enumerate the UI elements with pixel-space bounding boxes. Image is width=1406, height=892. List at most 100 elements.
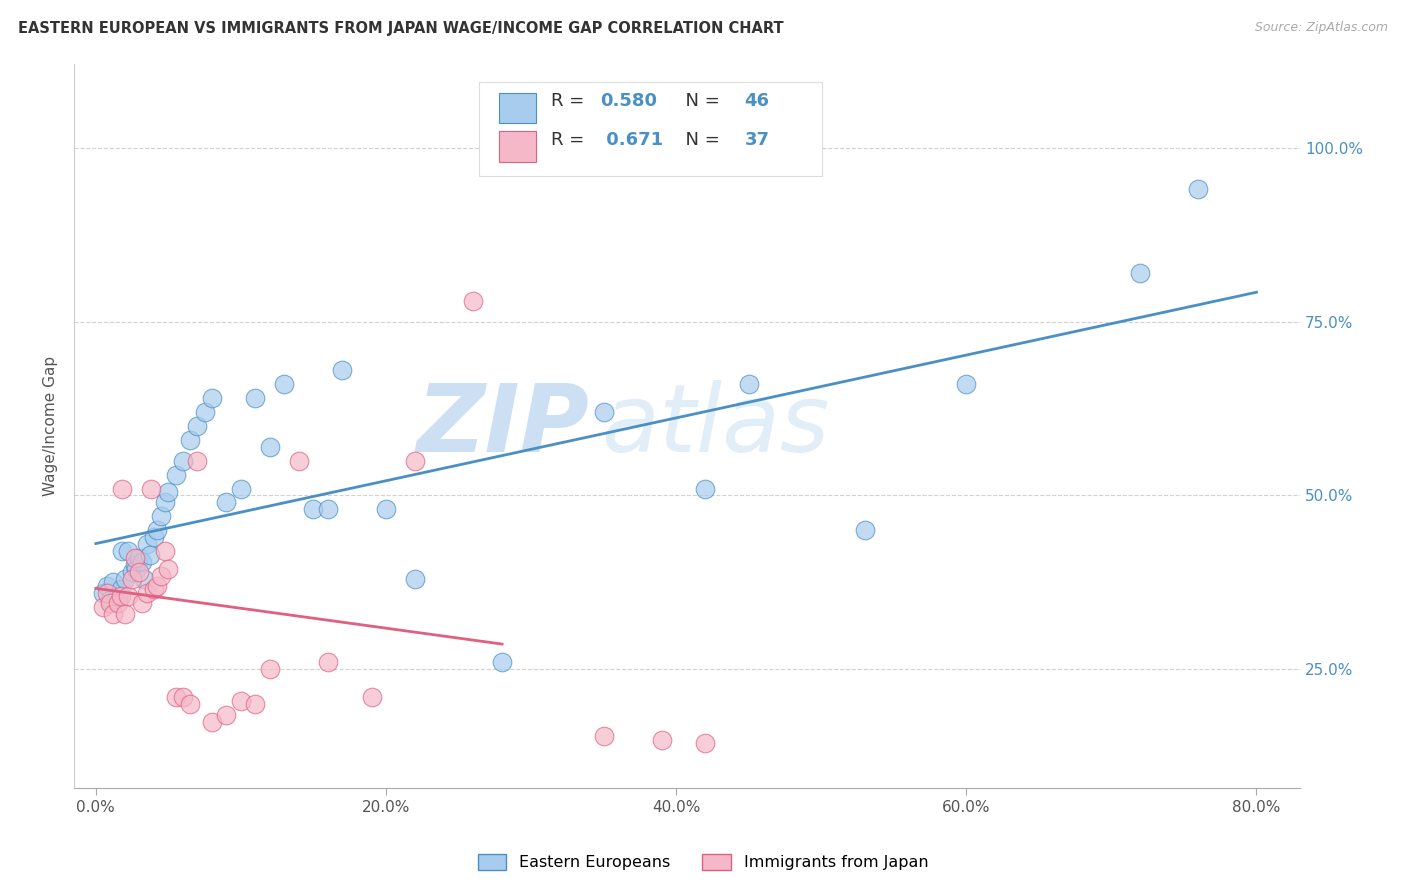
Text: 46: 46 xyxy=(745,92,769,110)
Text: 37: 37 xyxy=(745,130,769,149)
Point xyxy=(128,565,150,579)
Point xyxy=(111,544,134,558)
Point xyxy=(98,593,121,607)
Point xyxy=(157,485,180,500)
Point xyxy=(186,453,208,467)
Point xyxy=(142,582,165,597)
Point xyxy=(98,596,121,610)
Point xyxy=(201,391,224,405)
Text: EASTERN EUROPEAN VS IMMIGRANTS FROM JAPAN WAGE/INCOME GAP CORRELATION CHART: EASTERN EUROPEAN VS IMMIGRANTS FROM JAPA… xyxy=(18,21,785,36)
Text: Source: ZipAtlas.com: Source: ZipAtlas.com xyxy=(1254,21,1388,34)
Point xyxy=(124,551,146,566)
Text: N =: N = xyxy=(673,92,725,110)
Point xyxy=(404,453,426,467)
Bar xyxy=(499,131,536,161)
Point xyxy=(229,694,252,708)
Point xyxy=(165,467,187,482)
Point xyxy=(103,607,125,621)
Point xyxy=(91,599,114,614)
Point xyxy=(107,590,129,604)
Point xyxy=(695,482,717,496)
Point xyxy=(117,544,139,558)
Point xyxy=(651,733,673,747)
Point xyxy=(150,568,173,582)
Point xyxy=(172,690,194,705)
Point xyxy=(491,656,513,670)
Point xyxy=(96,586,118,600)
Point xyxy=(592,405,614,419)
Point xyxy=(695,735,717,749)
Text: ZIP: ZIP xyxy=(416,380,589,472)
Point xyxy=(179,433,201,447)
Point xyxy=(360,690,382,705)
Point xyxy=(245,698,267,712)
Point xyxy=(853,523,876,537)
Point xyxy=(114,572,136,586)
Point xyxy=(288,453,311,467)
Point xyxy=(146,579,169,593)
Point xyxy=(125,561,148,575)
Point xyxy=(139,482,162,496)
Point xyxy=(201,714,224,729)
Point xyxy=(194,405,217,419)
Bar xyxy=(499,93,536,123)
FancyBboxPatch shape xyxy=(478,82,823,177)
Point xyxy=(375,502,398,516)
Point xyxy=(150,509,173,524)
Point xyxy=(135,586,157,600)
Point xyxy=(110,582,132,597)
Point xyxy=(131,555,153,569)
Point xyxy=(316,502,339,516)
Point xyxy=(107,596,129,610)
Point xyxy=(155,544,177,558)
Point xyxy=(259,663,281,677)
Point xyxy=(186,418,208,433)
Point xyxy=(332,363,354,377)
Point xyxy=(592,729,614,743)
Point xyxy=(229,482,252,496)
Point xyxy=(138,548,160,562)
Point xyxy=(132,572,155,586)
Point xyxy=(114,607,136,621)
Text: R =: R = xyxy=(551,92,591,110)
Text: 0.580: 0.580 xyxy=(600,92,657,110)
Point xyxy=(1187,182,1209,196)
Point xyxy=(96,579,118,593)
Text: N =: N = xyxy=(673,130,725,149)
Point xyxy=(128,551,150,566)
Point xyxy=(111,482,134,496)
Point xyxy=(172,453,194,467)
Point xyxy=(91,586,114,600)
Point xyxy=(124,558,146,572)
Text: atlas: atlas xyxy=(602,380,830,471)
Point xyxy=(461,293,484,308)
Point xyxy=(1129,266,1152,280)
Point xyxy=(273,377,295,392)
Point xyxy=(404,572,426,586)
Point xyxy=(259,440,281,454)
Point xyxy=(302,502,325,516)
Text: 0.671: 0.671 xyxy=(600,130,664,149)
Y-axis label: Wage/Income Gap: Wage/Income Gap xyxy=(44,356,58,496)
Point xyxy=(955,377,977,392)
Point xyxy=(117,590,139,604)
Point xyxy=(110,590,132,604)
Legend: Eastern Europeans, Immigrants from Japan: Eastern Europeans, Immigrants from Japan xyxy=(471,847,935,877)
Point xyxy=(155,495,177,509)
Point xyxy=(131,596,153,610)
Point xyxy=(135,537,157,551)
Text: R =: R = xyxy=(551,130,591,149)
Point xyxy=(245,391,267,405)
Point xyxy=(142,530,165,544)
Point xyxy=(738,377,761,392)
Point xyxy=(316,656,339,670)
Point xyxy=(215,707,238,722)
Point xyxy=(165,690,187,705)
Point xyxy=(121,565,143,579)
Point xyxy=(103,575,125,590)
Point xyxy=(179,698,201,712)
Point xyxy=(215,495,238,509)
Point xyxy=(146,523,169,537)
Point xyxy=(157,561,180,575)
Point xyxy=(121,572,143,586)
